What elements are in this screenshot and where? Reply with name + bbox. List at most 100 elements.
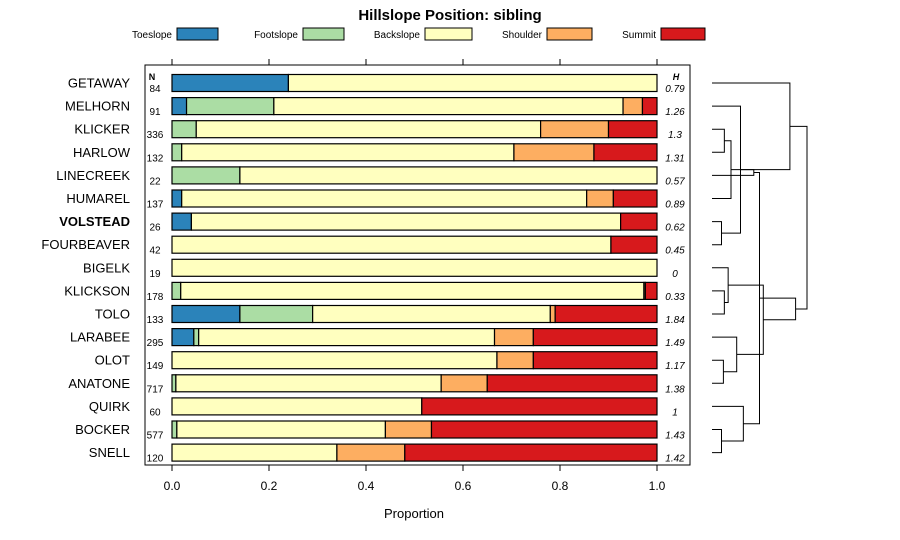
bar-segment-summit <box>607 120 658 139</box>
bar-segment-backslope <box>171 443 338 462</box>
dendrogram-link <box>712 221 722 246</box>
bar-segment-summit <box>486 374 658 393</box>
bar-segment-summit <box>554 304 658 324</box>
h-value: 1.49 <box>665 338 685 349</box>
n-value: 120 <box>147 454 164 465</box>
bar-segment-footslope <box>185 96 275 116</box>
bar-segment-summit <box>612 189 658 208</box>
h-value: 1.17 <box>665 361 685 372</box>
bar-segment-summit <box>421 397 658 416</box>
bar-segment-backslope <box>273 96 624 116</box>
category-label: VOLSTEAD <box>59 214 130 229</box>
legend-label-backslope: Backslope <box>374 30 421 41</box>
h-value: 1.42 <box>665 454 685 465</box>
legend-swatch-shoulder <box>546 27 593 41</box>
n-value: 577 <box>147 431 164 442</box>
category-label: KLICKSON <box>64 283 130 298</box>
n-value: 91 <box>149 107 161 118</box>
h-value: 0.57 <box>665 176 685 187</box>
h-value: 1.43 <box>665 431 685 442</box>
legend: Toeslope Footslope Backslope Shoulder Summit <box>132 27 706 41</box>
x-tick-label: 0.6 <box>455 479 472 493</box>
bar-segment-shoulder <box>496 351 534 370</box>
legend-swatch-summit <box>660 27 706 41</box>
n-value: 84 <box>149 84 161 95</box>
h-column-header: H <box>673 72 680 82</box>
n-value: 42 <box>149 246 161 257</box>
category-label: KLICKER <box>74 122 130 137</box>
bar-segment-backslope <box>198 328 496 347</box>
bar-segment-shoulder <box>539 120 610 139</box>
bar-segment-summit <box>532 351 658 370</box>
dendrogram-link <box>789 125 808 310</box>
bar-segment-shoulder <box>549 304 556 324</box>
x-tick-label: 0.2 <box>261 479 278 493</box>
category-label: TOLO <box>95 307 130 322</box>
dendrogram-link <box>712 128 725 153</box>
n-value: 178 <box>147 292 164 303</box>
dendrogram-link <box>712 267 729 303</box>
bar-segment-backslope <box>190 212 622 231</box>
x-tick-label: 1.0 <box>649 479 666 493</box>
legend-swatch-backslope <box>424 27 473 41</box>
category-label: FOURBEAVER <box>41 237 130 252</box>
bar-segment-footslope <box>171 420 178 439</box>
bar-segment-footslope <box>171 143 183 162</box>
dendrogram-link <box>712 82 791 171</box>
h-value: 1.31 <box>665 153 684 164</box>
bar-segment-toeslope <box>171 189 183 208</box>
x-tick-label: 0.8 <box>552 479 569 493</box>
bar-segment-summit <box>644 281 658 300</box>
n-value: 717 <box>147 384 164 395</box>
h-value: 1.26 <box>665 107 685 118</box>
category-label: QUIRK <box>89 399 131 414</box>
n-value: 132 <box>147 153 164 164</box>
bar-segment-footslope <box>171 166 241 185</box>
category-label: HUMAREL <box>66 191 130 206</box>
dendrogram-link <box>712 405 744 442</box>
bar-segment-toeslope <box>171 73 290 93</box>
x-tick-label: 0.0 <box>164 479 181 493</box>
n-value: 336 <box>147 130 164 141</box>
bar-rows: GETAWAY 84 0.79 MELHORN 91 1.26 KLICKER 336 1.3 H… <box>41 73 685 465</box>
bar-segment-shoulder <box>586 189 614 208</box>
bar-segment-footslope <box>171 281 182 300</box>
category-label: BOCKER <box>75 422 130 437</box>
n-value: 149 <box>147 361 164 372</box>
bar-segment-backslope <box>195 120 542 139</box>
bar-segment-backslope <box>287 73 658 93</box>
dendrogram-link <box>712 359 724 384</box>
category-label: ANATONE <box>68 376 130 391</box>
bar-segment-backslope <box>175 374 442 393</box>
chart-title: Hillslope Position: sibling <box>358 7 541 24</box>
h-value: 0.62 <box>665 223 685 234</box>
bar-segment-summit <box>620 212 658 231</box>
category-label: LARABEE <box>70 330 130 345</box>
category-label: HARLOW <box>73 145 131 160</box>
n-value: 295 <box>147 338 164 349</box>
n-value: 26 <box>149 223 161 234</box>
bar-segment-backslope <box>239 166 658 185</box>
bar-segment-footslope <box>239 304 314 324</box>
h-value: 1 <box>672 407 678 418</box>
bar-segment-shoulder <box>622 96 644 116</box>
bar-segment-summit <box>593 143 658 162</box>
dendrogram-link <box>712 169 755 176</box>
bar-segment-footslope <box>171 120 197 139</box>
plot-panel <box>144 64 691 466</box>
bar-segment-toeslope <box>171 328 195 347</box>
bar-segment-backslope <box>176 420 387 439</box>
h-value: 0.89 <box>665 200 685 211</box>
bar-segment-summit <box>430 420 658 439</box>
bar-segment-toeslope <box>171 96 188 116</box>
dendrogram-link <box>712 290 725 315</box>
bar-segment-backslope <box>171 235 612 254</box>
h-value: 0 <box>672 269 678 280</box>
category-label: MELHORN <box>65 99 130 114</box>
bar-segment-backslope <box>181 143 515 162</box>
n-value: 137 <box>147 200 164 211</box>
bar-segment-summit <box>610 235 658 254</box>
bar-segment-backslope <box>171 397 423 416</box>
category-label: GETAWAY <box>68 76 130 91</box>
category-label: SNELL <box>89 445 130 460</box>
